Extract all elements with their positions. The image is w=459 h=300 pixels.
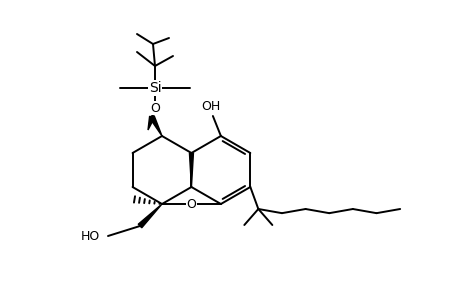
Text: O: O — [150, 101, 160, 115]
Text: Si: Si — [148, 81, 161, 95]
Polygon shape — [148, 116, 154, 130]
Polygon shape — [150, 116, 162, 136]
Polygon shape — [189, 153, 193, 187]
Text: O: O — [186, 197, 196, 211]
Text: OH: OH — [201, 100, 220, 113]
Text: HO: HO — [80, 230, 100, 244]
Polygon shape — [138, 204, 162, 228]
